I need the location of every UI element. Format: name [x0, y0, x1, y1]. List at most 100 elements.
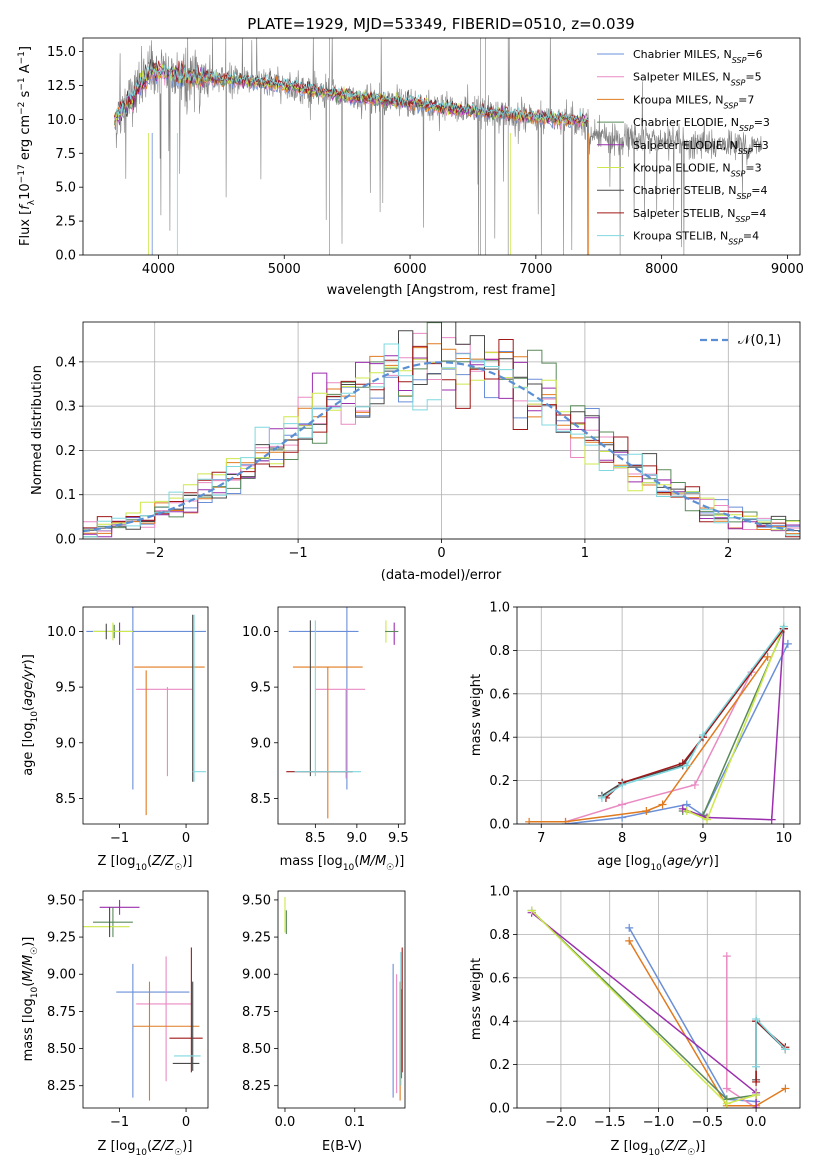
label-part: Z [log — [98, 854, 136, 869]
y-tick-label: 1.0 — [489, 885, 510, 900]
x-tick-label: 0 — [437, 546, 445, 561]
x-axis-label: E(B-V) — [322, 1139, 362, 1154]
y-tick-label: 10.0 — [242, 625, 271, 640]
plot-area — [83, 322, 800, 538]
label-part: ☉ — [30, 947, 40, 955]
label-part: )] — [182, 854, 192, 869]
y-tick-label: 8.75 — [47, 1005, 76, 1020]
label-part: ( — [662, 854, 667, 869]
plot-area — [284, 896, 403, 1101]
label-part: Flux [ — [18, 210, 33, 246]
legend-label: Salpeter MILES, NSSP=5 — [633, 71, 762, 88]
label-part: 10 — [135, 863, 147, 873]
y-axis-label: age [log10(age/yr)] — [21, 654, 40, 776]
plus-marker — [527, 906, 536, 915]
axes-frame — [277, 606, 406, 825]
axes-frame — [82, 606, 209, 825]
plus-marker — [703, 815, 712, 824]
plus-marker — [783, 639, 792, 648]
label-part: ( — [660, 1139, 665, 1154]
plus-marker — [722, 952, 731, 961]
y-tick-label: 0.8 — [489, 644, 510, 659]
x-tick-label: 2 — [724, 546, 732, 561]
y-axis-label: mass weight — [469, 674, 484, 756]
label-part: ( — [21, 982, 36, 987]
label-part: ( — [354, 854, 359, 869]
y-tick-label: 9.25 — [47, 931, 76, 946]
label-part: 10 — [650, 863, 662, 873]
legend-label: Salpeter ELODIE, NSSP=3 — [633, 139, 769, 156]
plus-marker — [752, 1077, 761, 1086]
plus-marker — [698, 731, 707, 740]
y-tick-label: 8.25 — [242, 1079, 271, 1094]
label-part: −17 — [17, 164, 27, 183]
legend-label: Salpeter STELIB, NSSP=4 — [633, 207, 766, 224]
error-bar — [92, 907, 133, 938]
plus-marker — [658, 800, 667, 809]
y-tick-label: 0.4 — [489, 731, 510, 746]
label-part: s — [18, 90, 33, 101]
label-part: SSP — [723, 101, 738, 110]
label-part: age [log — [21, 723, 36, 776]
x-axis-label: Z [log10(Z/Z☉)] — [98, 1139, 193, 1158]
label-part: SSP — [737, 192, 752, 201]
y-tick-label: 0.0 — [55, 533, 76, 548]
label-part: =3 — [753, 139, 769, 152]
x-tick-label: −1 — [110, 831, 129, 846]
axes-frame — [82, 890, 209, 1109]
plus-marker — [767, 815, 776, 824]
plus-marker — [752, 1104, 761, 1108]
axes-frame — [82, 321, 801, 540]
label-part: Salpeter ELODIE, N — [633, 139, 738, 152]
x-tick-label: 0 — [182, 831, 190, 846]
plus-marker — [682, 761, 691, 770]
residual-histogram — [83, 343, 800, 538]
mass-vs-metallicity-panel: −1 08.258.508.759.009.259.50Z [log10(Z/Z☉… — [21, 890, 209, 1158]
label-part: ] — [18, 46, 33, 51]
plus-marker — [722, 1084, 731, 1093]
label-part: ☉ — [386, 863, 394, 873]
mass-vs-extinction-panel: 0.0 0.1 8.25 8.50 8.75 9.00 9.25 9.50 E(B-V) — [242, 890, 406, 1154]
plot-area — [83, 899, 203, 1101]
label-part: −2 — [17, 102, 27, 115]
x-axis-label: wavelength [Angstrom, rest frame] — [327, 283, 556, 298]
y-tick-label: 0.4 — [489, 1015, 510, 1030]
figure-title: PLATE=1929, MJD=53349, FIBERID=0510, z=0… — [247, 15, 634, 33]
error-bar — [92, 622, 133, 641]
plus-marker — [752, 1015, 761, 1024]
plus-marker — [625, 923, 634, 932]
residual-histogram-panel: −2 −1 0 1 2 0.0 0.1 0.2 0.3 0.4 𝒩(0,1) (data-model)… — [30, 321, 801, 583]
label-part: )] — [21, 654, 36, 664]
plot-area — [114, 38, 763, 255]
label-part: SSP — [731, 78, 746, 87]
plus-marker — [722, 1099, 731, 1108]
y-tick-label: 9.50 — [242, 893, 271, 908]
label-part: A — [18, 64, 33, 77]
x-tick-label: 9 — [699, 831, 707, 846]
label-part: Z/Z — [664, 1139, 688, 1154]
plus-marker — [781, 1045, 790, 1054]
label-part: =3 — [754, 116, 770, 129]
label-part: Z/Z — [151, 1139, 175, 1154]
y-tick-label: 15.0 — [47, 45, 76, 60]
legend-label: Chabrier ELODIE, NSSP=3 — [633, 116, 770, 133]
label-part: Chabrier STELIB, N — [633, 184, 737, 197]
x-tick-label: 7 — [537, 831, 545, 846]
y-tick-label: 0.1 — [55, 488, 76, 503]
weight-line — [755, 1019, 786, 1082]
label-part: SSP — [735, 214, 750, 223]
label-part: Z [log — [611, 1139, 649, 1154]
weight-vs-metallicity-panel: −2.0 −1.5 −1.0 −0.5 0.0 0.0 0.2 0.4 0.6 0.8 1.0 Z [… — [469, 885, 801, 1158]
y-tick-label: 0.0 — [489, 818, 510, 833]
weight-line — [601, 628, 785, 797]
y-tick-label: 10.0 — [47, 113, 76, 128]
y-tick-label: 9.25 — [242, 931, 271, 946]
axes-frame — [516, 606, 801, 825]
x-tick-label: 10 — [776, 831, 793, 846]
weight-line — [628, 940, 786, 1107]
y-tick-label: 0.6 — [489, 687, 510, 702]
y-tick-label: 9.00 — [242, 968, 271, 983]
label-part: age/yr — [667, 854, 710, 869]
label-part: 10 — [648, 1148, 660, 1158]
plus-marker — [642, 806, 651, 815]
